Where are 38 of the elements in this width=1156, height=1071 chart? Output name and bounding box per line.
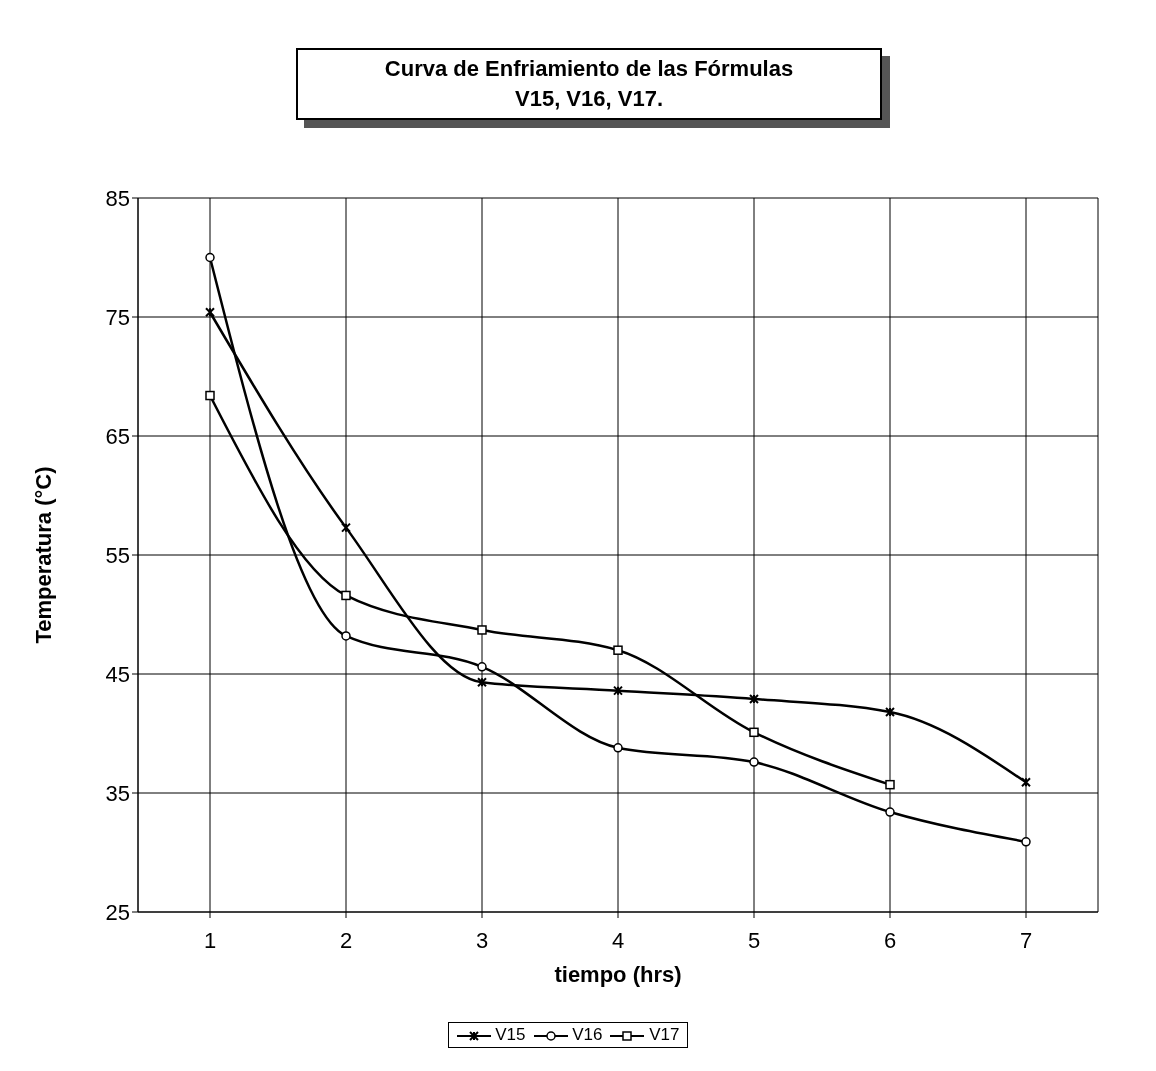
y-tick-label: 85 (105, 185, 130, 211)
point (341, 522, 351, 533)
point (477, 677, 487, 688)
x-tick-label: 1 (203, 927, 217, 953)
point (1021, 837, 1031, 847)
point (749, 693, 759, 704)
y-axis-title: Temperatura (°C) (30, 466, 56, 644)
point (885, 807, 895, 817)
point (205, 390, 215, 401)
x-tick-label: 2 (339, 927, 353, 953)
point (613, 685, 623, 696)
x-axis-title: tiempo (hrs) (554, 962, 682, 987)
point (205, 252, 215, 263)
y-tick-label: 35 (105, 780, 130, 806)
point (613, 645, 623, 655)
legend-label: V15 (494, 1025, 526, 1045)
point (477, 625, 487, 635)
x-tick-label: 7 (1019, 927, 1033, 953)
x-tick-label: 4 (611, 927, 625, 953)
legend-label: V16 (571, 1025, 603, 1045)
x-tick-label: 5 (747, 927, 761, 953)
x-tick-label: 6 (883, 927, 897, 953)
point (749, 727, 759, 738)
y-tick-label: 65 (105, 423, 130, 449)
y-tick-label: 45 (105, 661, 130, 687)
point (341, 631, 351, 641)
point (749, 757, 759, 767)
point (885, 779, 895, 790)
y-tick-label: 25 (105, 899, 130, 925)
x-tick-label: 3 (475, 927, 489, 953)
legend-label: V17 (648, 1025, 680, 1045)
point (341, 590, 351, 601)
point (477, 662, 487, 672)
point (885, 707, 895, 718)
point (613, 743, 623, 753)
chart-title: Curva de Enfriamiento de las Fórmulas V15, V16, V17. (383, 55, 795, 113)
y-tick-label: 75 (105, 304, 130, 330)
y-tick-label: 55 (105, 542, 130, 568)
